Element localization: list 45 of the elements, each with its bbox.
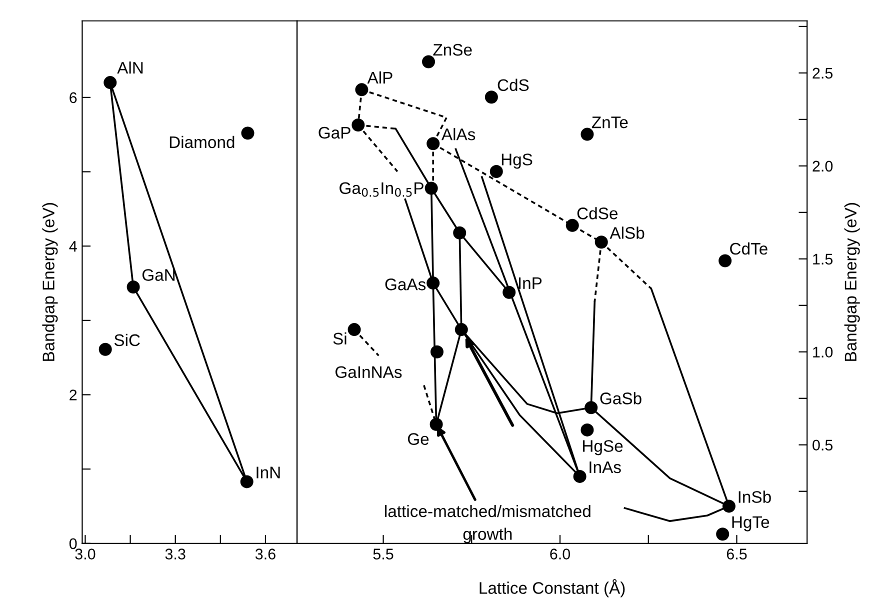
- y-axis-title: Bandgap Energy (eV): [42, 203, 58, 361]
- annotation: HgSe: [583, 440, 623, 456]
- y-tick-label: 2.0: [812, 160, 833, 172]
- annotation: InN: [256, 466, 280, 478]
- annotation: GaAs: [385, 278, 426, 290]
- x-tick-label: 3.0: [75, 548, 96, 560]
- annotation: CdS: [498, 78, 529, 92]
- annotation: InP: [518, 277, 542, 289]
- x-tick-label: 3.6: [255, 548, 276, 560]
- y-axis-title: Bandgap Energy (eV): [844, 203, 860, 361]
- x-axis-title: Lattice Constant (Å): [480, 579, 625, 598]
- annotation: Diamond: [170, 136, 234, 148]
- annotation: CdTe: [730, 242, 768, 255]
- annotation: CdSe: [577, 207, 618, 220]
- y-tick-label: 2: [70, 390, 77, 400]
- annotation: AlP: [367, 71, 392, 84]
- annotation: SiC: [114, 334, 140, 346]
- annotation: GaSb: [600, 392, 642, 404]
- annotation: ZnSe: [433, 44, 472, 56]
- y-tick-label: 0.5: [812, 440, 833, 451]
- x-tick-label: 6.0: [550, 548, 570, 560]
- x-tick-label: 5.5: [373, 548, 394, 560]
- annotation: AlAs: [441, 128, 476, 140]
- annotation: ZnTe: [592, 116, 628, 128]
- y-tick-label: 4: [69, 241, 77, 252]
- x-tick-label: 3.3: [165, 548, 186, 560]
- annotation: Ge: [408, 433, 429, 445]
- annotation: GaN: [142, 269, 175, 281]
- annotation: HgTe: [732, 516, 770, 532]
- annotation: Ga$_{0.5}$In$_{0.5}$P: [340, 182, 424, 197]
- x-tick-label: 6.5: [726, 548, 747, 560]
- annotation: lattice-matched/mismatched growth: [385, 504, 590, 544]
- y-tick-label: 1.5: [813, 254, 833, 265]
- y-tick-label: 1.0: [813, 346, 833, 358]
- annotation: InSb: [738, 490, 771, 503]
- annotation: InAs: [590, 462, 621, 474]
- annotation: AlSb: [610, 226, 644, 239]
- y-tick-label: 6: [70, 92, 77, 104]
- annotation: AlN: [117, 61, 143, 74]
- annotation: HgS: [502, 154, 532, 169]
- annotation: GaP: [318, 126, 350, 139]
- y-tick-label: 2.5: [812, 68, 833, 79]
- y-tick-label: 0: [69, 538, 77, 550]
- annotation: Si: [333, 332, 346, 345]
- annotation: GaInNAs: [336, 366, 402, 378]
